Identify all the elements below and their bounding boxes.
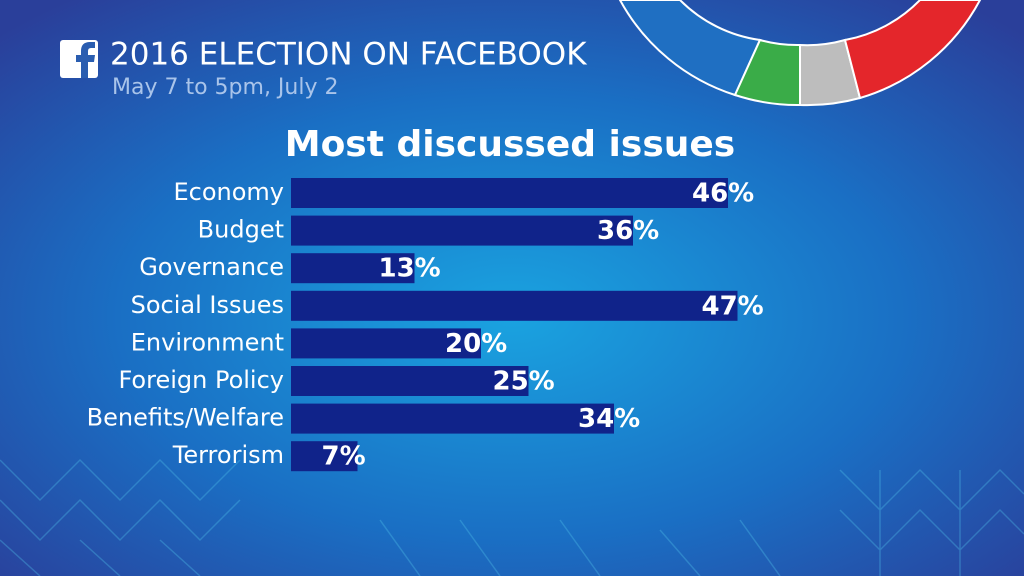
category-label: Budget (198, 216, 284, 244)
bar (291, 215, 633, 246)
category-label: Terrorism (172, 441, 284, 469)
value-label: 25% (493, 367, 555, 397)
category-label: Foreign Policy (118, 366, 284, 394)
category-label: Governance (139, 253, 284, 281)
bar (291, 178, 728, 208)
value-label: 20% (445, 329, 507, 359)
bar (291, 441, 358, 472)
bar (291, 403, 614, 434)
category-label: Environment (131, 328, 284, 356)
category-label: Economy (173, 178, 284, 206)
facebook-f (76, 42, 95, 78)
header-title: 2016 ELECTION ON FACEBOOK (110, 37, 587, 73)
value-label: 34% (578, 404, 640, 434)
decor-pattern (0, 458, 1024, 576)
bar (291, 290, 738, 321)
header-subtitle: May 7 to 5pm, July 2 (112, 75, 338, 100)
category-label: Social Issues (131, 291, 284, 319)
value-label: 7% (322, 442, 366, 472)
category-label: Benefits/Welfare (87, 404, 284, 432)
value-label: 36% (597, 216, 659, 246)
value-label: 46% (692, 179, 754, 209)
bar (291, 366, 529, 396)
bar (291, 328, 481, 359)
value-label: 47% (702, 291, 764, 321)
value-label: 13% (379, 254, 441, 284)
parliament-arc (618, 0, 982, 107)
bar (291, 253, 415, 284)
chart-title: Most discussed issues (285, 124, 735, 165)
